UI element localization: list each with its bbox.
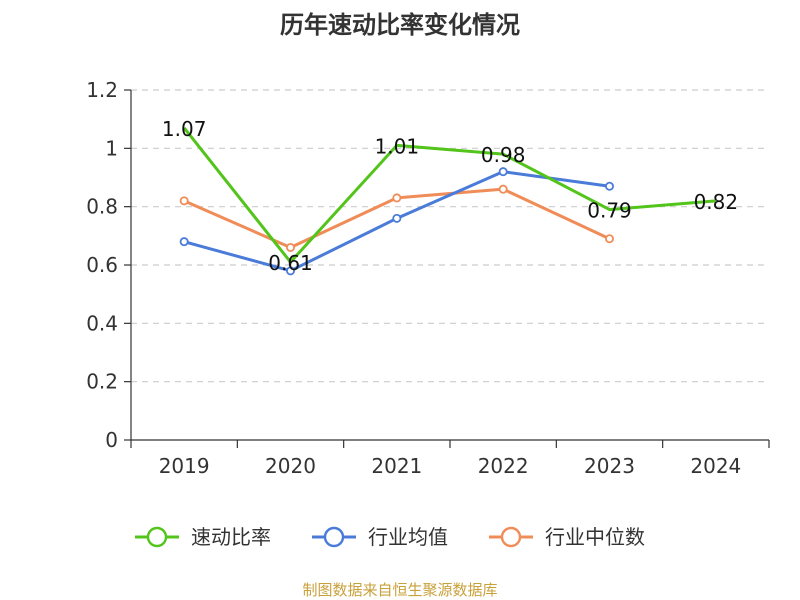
data-point	[179, 196, 189, 206]
legend-item: 行业均值	[312, 525, 448, 549]
legend-item: 行业中位数	[489, 525, 645, 549]
data-label: 0.98	[481, 143, 526, 167]
data-point	[285, 242, 295, 252]
legend-label: 行业中位数	[545, 525, 645, 549]
y-tick-label: 0.2	[86, 370, 118, 394]
data-label: 1.01	[375, 134, 420, 158]
x-tick-label: 2022	[478, 454, 529, 478]
data-label: 1.07	[162, 117, 207, 141]
legend-label: 行业均值	[368, 525, 448, 549]
legend-marker	[500, 526, 522, 548]
data-labels: 1.07 0.61 1.01 0.98 0.79 0.82	[162, 117, 738, 275]
data-point	[498, 167, 508, 177]
legend-item: 速动比率	[135, 525, 271, 549]
series-layer	[179, 126, 716, 276]
y-tick-label: 1	[105, 136, 118, 160]
x-tick-label: 2020	[265, 454, 316, 478]
data-point	[498, 184, 508, 194]
x-tick-label: 2019	[159, 454, 210, 478]
y-tick-label: 0.6	[86, 253, 118, 277]
data-point	[392, 193, 402, 203]
legend-marker	[323, 526, 345, 548]
x-tick-label: 2023	[584, 454, 635, 478]
data-point	[285, 266, 295, 276]
legend: 速动比率 行业均值 行业中位数	[135, 525, 645, 549]
data-point	[605, 234, 615, 244]
data-point	[605, 181, 615, 191]
chart-title: 历年速动比率变化情况	[280, 11, 520, 39]
x-tick-label: 2024	[690, 454, 741, 478]
y-tick-label: 1.2	[86, 78, 118, 102]
data-label: 0.79	[587, 199, 632, 223]
legend-marker	[146, 526, 168, 548]
legend-label: 速动比率	[191, 525, 271, 549]
grid	[131, 89, 769, 383]
data-label: 0.82	[694, 190, 739, 214]
axes: 0 0.2 0.4 0.6 0.8 1 1.2 2019 2020 2021 2022 2023 202…	[86, 78, 770, 478]
y-tick-label: 0.4	[86, 311, 118, 335]
footer-source: 制图数据来自恒生聚源数据库	[302, 581, 497, 599]
y-tick-label: 0	[105, 428, 118, 452]
data-point	[179, 237, 189, 247]
x-tick-label: 2021	[371, 454, 422, 478]
series-line	[182, 126, 716, 264]
y-tick-label: 0.8	[86, 195, 118, 219]
data-label: 0.61	[268, 251, 313, 275]
data-point	[392, 213, 402, 223]
